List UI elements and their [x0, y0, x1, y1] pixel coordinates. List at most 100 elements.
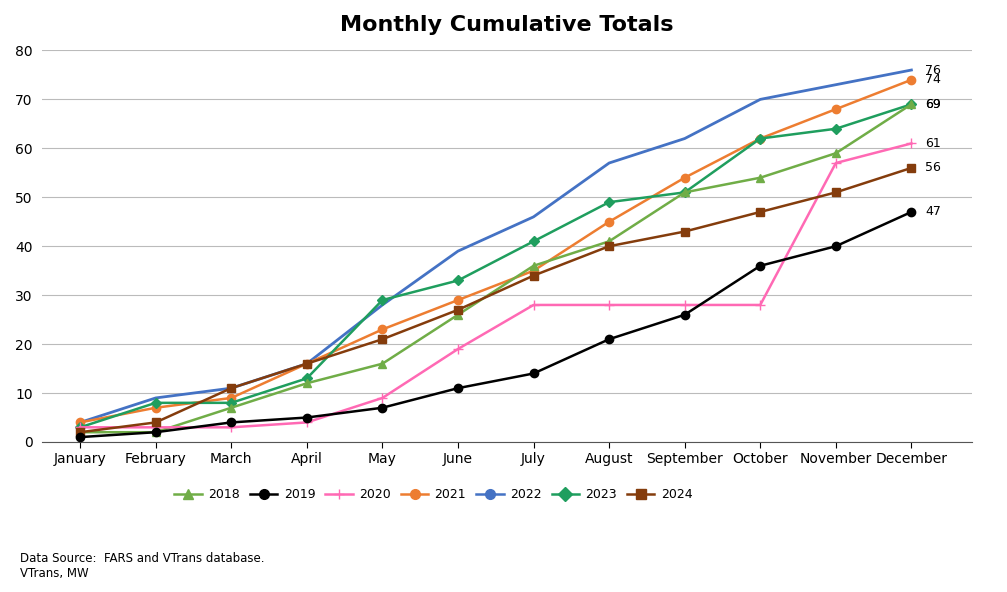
2018: [377, 360, 389, 367]
2022: [301, 360, 313, 367]
2023: [830, 125, 842, 132]
2021: [528, 267, 540, 274]
Line: 2023: 2023: [77, 101, 915, 431]
2020: [452, 346, 464, 353]
2023: [905, 101, 917, 108]
2019: [301, 414, 313, 421]
2019: [75, 433, 87, 440]
Text: 76: 76: [925, 63, 941, 76]
2018: [905, 101, 917, 108]
Line: 2022: 2022: [81, 70, 911, 423]
2024: [830, 189, 842, 196]
2020: [603, 301, 615, 308]
2021: [226, 394, 238, 401]
2023: [301, 375, 313, 382]
2021: [377, 326, 389, 333]
2022: [226, 385, 238, 392]
2024: [150, 419, 162, 426]
2020: [377, 394, 389, 401]
2023: [75, 424, 87, 431]
2019: [830, 243, 842, 250]
Line: 2019: 2019: [76, 208, 915, 441]
2021: [603, 218, 615, 226]
2023: [754, 135, 766, 142]
Line: 2018: 2018: [76, 100, 915, 436]
2022: [830, 81, 842, 88]
2021: [301, 360, 313, 367]
2019: [150, 429, 162, 436]
2019: [679, 311, 691, 318]
2019: [754, 262, 766, 269]
2021: [452, 297, 464, 304]
2022: [679, 135, 691, 142]
2020: [226, 424, 238, 431]
2022: [754, 96, 766, 103]
2023: [679, 189, 691, 196]
2024: [301, 360, 313, 367]
2018: [528, 262, 540, 269]
2024: [603, 243, 615, 250]
Text: 61: 61: [925, 137, 941, 150]
2024: [452, 306, 464, 313]
2018: [754, 174, 766, 181]
2024: [226, 385, 238, 392]
2019: [528, 370, 540, 377]
Line: 2020: 2020: [76, 139, 916, 432]
2018: [301, 379, 313, 387]
2019: [226, 419, 238, 426]
2022: [452, 247, 464, 255]
2020: [528, 301, 540, 308]
Text: 69: 69: [925, 98, 941, 111]
2023: [226, 399, 238, 406]
2018: [150, 429, 162, 436]
2022: [150, 394, 162, 401]
2021: [905, 76, 917, 83]
2022: [75, 419, 87, 426]
2024: [754, 208, 766, 215]
2022: [528, 213, 540, 220]
2022: [603, 159, 615, 166]
Legend: 2018, 2019, 2020, 2021, 2022, 2023, 2024: 2018, 2019, 2020, 2021, 2022, 2023, 2024: [169, 483, 697, 506]
2024: [377, 336, 389, 343]
2021: [830, 105, 842, 112]
Line: 2024: 2024: [76, 164, 915, 436]
2018: [679, 189, 691, 196]
2020: [301, 419, 313, 426]
2022: [905, 66, 917, 73]
2021: [679, 174, 691, 181]
2020: [905, 140, 917, 147]
2021: [754, 135, 766, 142]
2024: [679, 228, 691, 235]
2024: [75, 429, 87, 436]
2023: [603, 199, 615, 206]
Text: 56: 56: [925, 162, 941, 175]
2023: [150, 399, 162, 406]
2020: [679, 301, 691, 308]
2018: [830, 150, 842, 157]
2018: [603, 238, 615, 245]
2022: [377, 301, 389, 308]
2019: [377, 404, 389, 411]
2020: [830, 159, 842, 166]
Title: Monthly Cumulative Totals: Monthly Cumulative Totals: [340, 15, 674, 35]
Text: 74: 74: [925, 73, 941, 86]
2020: [150, 424, 162, 431]
2018: [452, 311, 464, 318]
2019: [905, 208, 917, 215]
Text: 47: 47: [925, 205, 941, 218]
2021: [150, 404, 162, 411]
2023: [377, 297, 389, 304]
2023: [528, 238, 540, 245]
Line: 2021: 2021: [76, 76, 915, 427]
2023: [452, 277, 464, 284]
2019: [452, 385, 464, 392]
2020: [75, 424, 87, 431]
2024: [905, 165, 917, 172]
Text: Data Source:  FARS and VTrans database.
VTrans, MW: Data Source: FARS and VTrans database. V…: [20, 552, 265, 580]
2018: [226, 404, 238, 411]
2020: [754, 301, 766, 308]
2021: [75, 419, 87, 426]
2019: [603, 336, 615, 343]
2024: [528, 272, 540, 279]
2018: [75, 429, 87, 436]
